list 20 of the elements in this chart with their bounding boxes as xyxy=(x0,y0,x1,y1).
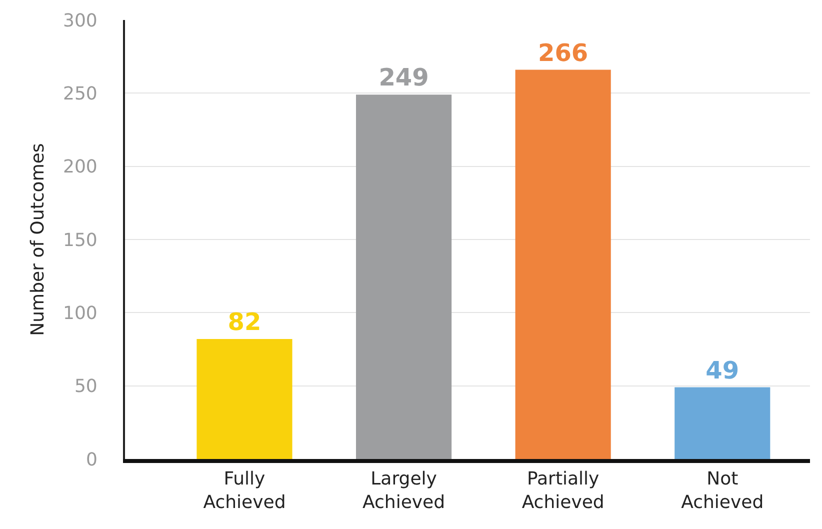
bar xyxy=(356,94,452,459)
bar xyxy=(515,70,611,459)
data-label: 249 xyxy=(378,64,429,92)
x-tick-label: Not Achieved xyxy=(681,468,764,513)
y-tick-label: 150 xyxy=(63,230,98,251)
y-axis-title: Number of Outcomes xyxy=(28,143,49,336)
y-tick-label: 250 xyxy=(63,83,98,104)
data-label: 49 xyxy=(706,356,740,384)
y-tick-label: 100 xyxy=(63,302,98,324)
y-tick-label: 0 xyxy=(86,449,98,470)
x-tick-label: Largely Achieved xyxy=(362,468,446,513)
y-tick-label: 300 xyxy=(63,10,98,32)
x-tick-label: Partially Achieved xyxy=(522,468,604,513)
data-label: 266 xyxy=(538,38,588,67)
x-tick-label: Fully Achieved xyxy=(203,468,286,513)
bar xyxy=(674,387,770,459)
data-label: 82 xyxy=(228,308,262,336)
y-tick-label: 50 xyxy=(74,376,98,398)
bar xyxy=(196,339,292,459)
y-tick-label: 200 xyxy=(63,156,98,178)
